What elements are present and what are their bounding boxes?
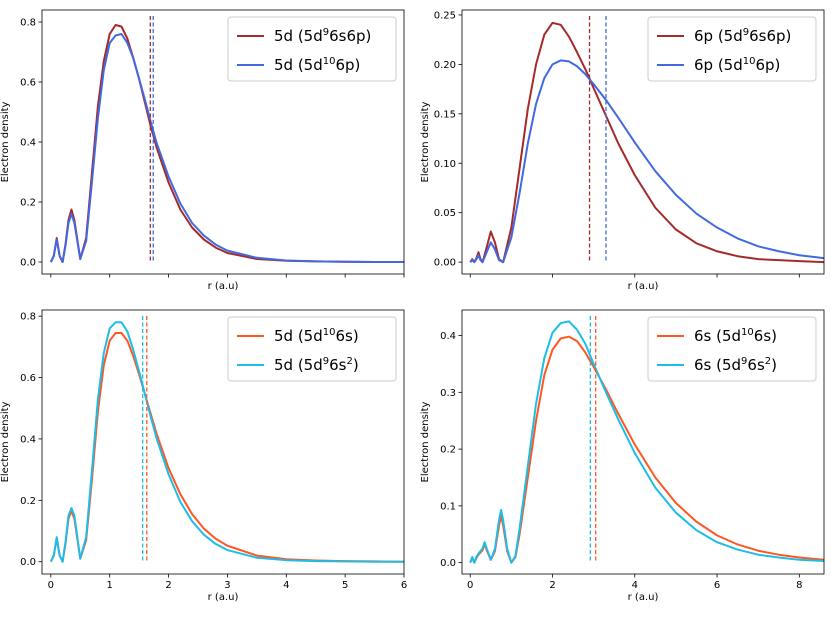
legend-box [227, 316, 397, 382]
y-axis-label: Electron density [420, 401, 431, 482]
y-tick-label: 0.2 [20, 198, 36, 209]
series-line-2 [49, 33, 404, 263]
y-tick-label: 0.4 [20, 138, 36, 149]
x-tick-label: 6 [401, 580, 407, 591]
legend: 6s (5d106s) 6s (5d96s2) [647, 316, 817, 382]
x-tick-label: 0 [48, 580, 54, 591]
x-tick-label: 2 [549, 580, 555, 591]
legend-box [227, 16, 397, 82]
y-tick-label: 0.0 [20, 258, 36, 269]
y-tick-label: 0.20 [434, 60, 456, 71]
legend-label-2: 6p (5d106p) [694, 56, 780, 74]
legend-label-1: 5d (5d106s) [274, 327, 359, 345]
series-line-2 [469, 59, 824, 264]
y-tick-label: 0.05 [434, 208, 456, 219]
x-tick-label: 5 [342, 580, 348, 591]
x-axis-label: r (a.u) [208, 281, 239, 292]
x-tick-label: 2 [165, 580, 171, 591]
chart-panel-top-left: 0.0 0.2 0.4 0.6 0.8 r (a.u) Electron density 5d… [0, 9, 405, 292]
y-tick-label: 0.15 [434, 109, 456, 120]
x-tick-label: 6 [714, 580, 720, 591]
chart-panel-top-right: 0.00 0.05 0.10 0.15 0.20 0.25 r (a.u) Electron … [420, 9, 825, 292]
y-tick-label: 0.25 [434, 10, 456, 21]
y-tick-label: 0.00 [434, 258, 456, 269]
series-line-2 [469, 320, 824, 564]
y-tick-label: 0.10 [434, 159, 456, 170]
y-tick-label: 0.6 [20, 78, 36, 89]
x-tick-label: 1 [107, 580, 113, 591]
x-axis-label: r (a.u) [628, 281, 659, 292]
axes-frame [461, 9, 825, 275]
series-line-2 [49, 321, 404, 563]
y-tick-label: 0.8 [20, 18, 36, 29]
x-tick-label: 0 [467, 580, 473, 591]
y-tick-label: 0.0 [20, 557, 36, 568]
y-tick-label: 0.4 [20, 434, 36, 445]
legend-box [647, 316, 817, 382]
legend-label-2: 6s (5d96s2) [694, 356, 777, 374]
y-tick-label: 0.0 [440, 558, 456, 569]
axes-frame [461, 309, 825, 575]
y-tick-label: 0.1 [440, 501, 456, 512]
y-axis-label: Electron density [420, 101, 431, 182]
legend-label-1: 5d (5d96s6p) [274, 27, 371, 45]
legend-label-2: 5d (5d96s2) [274, 356, 359, 374]
x-axis-label: r (a.u) [208, 592, 239, 603]
x-axis-label: r (a.u) [628, 592, 659, 603]
legend-label-2: 5d (5d106p) [274, 56, 360, 74]
legend: 5d (5d96s6p) 5d (5d106p) [227, 16, 397, 82]
y-tick-label: 0.4 [440, 331, 456, 342]
x-tick-label: 4 [283, 580, 289, 591]
legend: 6p (5d96s6p) 6p (5d106p) [647, 16, 817, 82]
chart-panel-bottom-left: 0 1 2 3 4 5 6 0.0 0.2 0.4 0.6 0.8 r (a.u) Electron de… [0, 309, 407, 603]
x-tick-label: 8 [796, 580, 802, 591]
y-tick-label: 0.2 [440, 445, 456, 456]
y-tick-label: 0.2 [20, 496, 36, 507]
x-tick-label: 3 [224, 580, 230, 591]
legend-label-1: 6p (5d96s6p) [694, 27, 791, 45]
legend-box [647, 16, 817, 82]
y-axis-label: Electron density [0, 401, 11, 482]
y-tick-label: 0.6 [20, 373, 36, 384]
y-tick-label: 0.3 [440, 388, 456, 399]
legend: 5d (5d106s) 5d (5d96s2) [227, 316, 397, 382]
y-tick-label: 0.8 [20, 312, 36, 323]
axes-frame [41, 309, 405, 575]
x-tick-label: 4 [632, 580, 638, 591]
chart-panel-bottom-right: 0 2 4 6 8 0.0 0.1 0.2 0.3 0.4 r (a.u) Electron dens… [420, 309, 825, 603]
y-axis-label: Electron density [0, 101, 11, 182]
legend-label-1: 6s (5d106s) [694, 327, 777, 345]
